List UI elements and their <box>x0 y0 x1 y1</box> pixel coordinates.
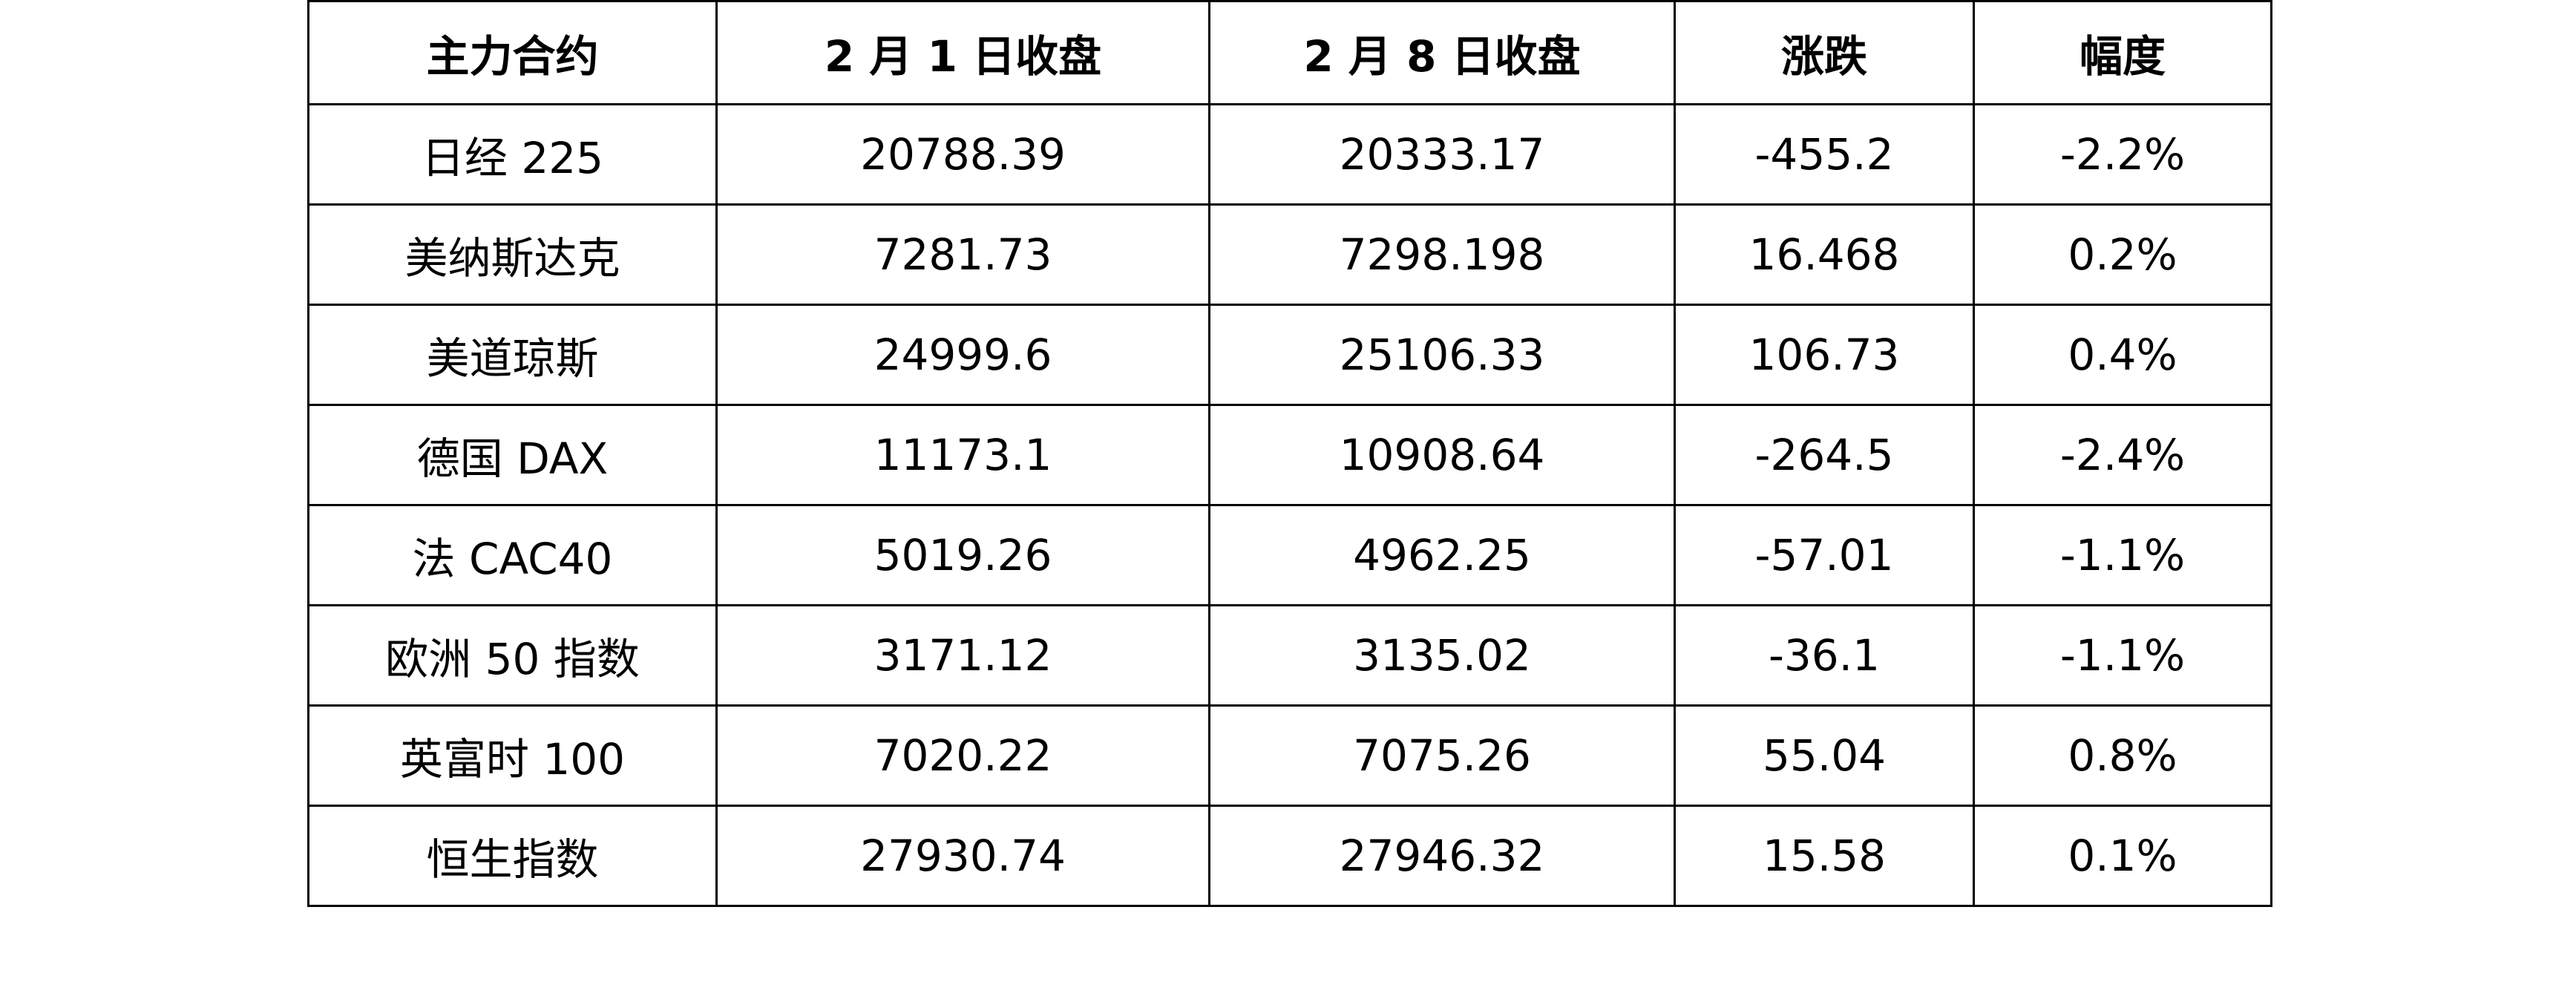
cell-close-feb8: 4962.25 <box>1208 504 1676 606</box>
header-row: 主力合约 2 月 1 日收盘 2 月 8 日收盘 涨跌 幅度 <box>307 0 2272 105</box>
cell-percent: 0.2% <box>1973 203 2272 306</box>
header-contract: 主力合约 <box>307 0 718 105</box>
table-row: 美道琼斯 24999.6 25106.33 106.73 0.4% <box>307 304 2272 406</box>
header-close-feb1: 2 月 1 日收盘 <box>715 0 1210 105</box>
cell-close-feb1: 24999.6 <box>715 304 1210 406</box>
table-row: 美纳斯达克 7281.73 7298.198 16.468 0.2% <box>307 203 2272 306</box>
cell-close-feb1: 7020.22 <box>715 704 1210 807</box>
cell-close-feb8: 25106.33 <box>1208 304 1676 406</box>
table-row: 德国 DAX 11173.1 10908.64 -264.5 -2.4% <box>307 404 2272 506</box>
cell-contract: 恒生指数 <box>307 805 718 907</box>
cell-contract: 美道琼斯 <box>307 304 718 406</box>
cell-percent: 0.1% <box>1973 805 2272 907</box>
cell-percent: 0.8% <box>1973 704 2272 807</box>
cell-change: 15.58 <box>1674 805 1975 907</box>
cell-change: 55.04 <box>1674 704 1975 807</box>
cell-close-feb8: 27946.32 <box>1208 805 1676 907</box>
table-row: 英富时 100 7020.22 7075.26 55.04 0.8% <box>307 704 2272 807</box>
cell-close-feb1: 20788.39 <box>715 103 1210 206</box>
table-row: 恒生指数 27930.74 27946.32 15.58 0.1% <box>307 805 2272 907</box>
cell-percent: -1.1% <box>1973 604 2272 707</box>
cell-change: -36.1 <box>1674 604 1975 707</box>
cell-close-feb1: 27930.74 <box>715 805 1210 907</box>
cell-contract: 欧洲 50 指数 <box>307 604 718 707</box>
cell-percent: -1.1% <box>1973 504 2272 606</box>
cell-contract: 德国 DAX <box>307 404 718 506</box>
cell-contract: 英富时 100 <box>307 704 718 807</box>
cell-close-feb8: 3135.02 <box>1208 604 1676 707</box>
header-change: 涨跌 <box>1674 0 1975 105</box>
cell-close-feb1: 7281.73 <box>715 203 1210 306</box>
cell-change: -264.5 <box>1674 404 1975 506</box>
header-percent: 幅度 <box>1973 0 2272 105</box>
cell-contract: 法 CAC40 <box>307 504 718 606</box>
cell-change: -455.2 <box>1674 103 1975 206</box>
cell-close-feb8: 7298.198 <box>1208 203 1676 306</box>
cell-percent: -2.4% <box>1973 404 2272 506</box>
header-close-feb8: 2 月 8 日收盘 <box>1208 0 1676 105</box>
cell-close-feb1: 3171.12 <box>715 604 1210 707</box>
cell-change: 16.468 <box>1674 203 1975 306</box>
cell-close-feb8: 7075.26 <box>1208 704 1676 807</box>
table-row: 欧洲 50 指数 3171.12 3135.02 -36.1 -1.1% <box>307 604 2272 707</box>
cell-change: 106.73 <box>1674 304 1975 406</box>
table-row: 日经 225 20788.39 20333.17 -455.2 -2.2% <box>307 103 2272 206</box>
cell-close-feb1: 5019.26 <box>715 504 1210 606</box>
cell-percent: -2.2% <box>1973 103 2272 206</box>
cell-contract: 日经 225 <box>307 103 718 206</box>
cell-contract: 美纳斯达克 <box>307 203 718 306</box>
cell-percent: 0.4% <box>1973 304 2272 406</box>
cell-close-feb1: 11173.1 <box>715 404 1210 506</box>
cell-close-feb8: 20333.17 <box>1208 103 1676 206</box>
index-closing-table: 主力合约 2 月 1 日收盘 2 月 8 日收盘 涨跌 幅度 日经 225 20788.3… <box>307 0 2272 907</box>
table-row: 法 CAC40 5019.26 4962.25 -57.01 -1.1% <box>307 504 2272 606</box>
cell-change: -57.01 <box>1674 504 1975 606</box>
cell-close-feb8: 10908.64 <box>1208 404 1676 506</box>
